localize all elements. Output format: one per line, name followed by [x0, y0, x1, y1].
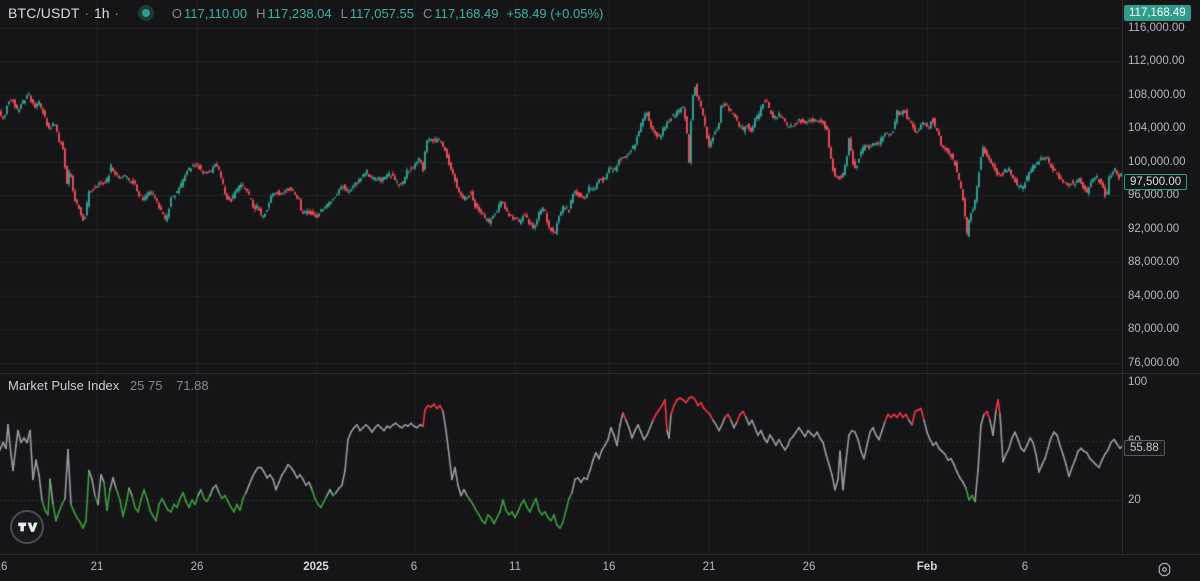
time-tick-label: 21 — [90, 561, 104, 573]
open-label: O — [171, 5, 182, 21]
indicator-pane-canvas[interactable] — [0, 374, 1122, 554]
time-tick-label: 16 — [602, 561, 616, 573]
time-tick-label: 26 — [190, 561, 204, 573]
price-pane-canvas[interactable] — [0, 0, 1122, 374]
symbol-name[interactable]: BTC/USDT — [8, 5, 80, 21]
ohlc-values: O 117,110.00 H 117,238.04 L 117,057.55 C… — [172, 6, 603, 21]
separator-dot: · — [84, 5, 89, 21]
indicator-value-badge: 55.88 — [1124, 440, 1165, 456]
price-tick-label: 108,000.00 — [1128, 89, 1186, 101]
indicator-value: 71.88 — [176, 378, 209, 393]
indicator-tick-label: 100 — [1128, 376, 1148, 388]
price-tick-label: 76,000.00 — [1128, 357, 1180, 369]
price-line-badge: 97,500.00 — [1124, 174, 1188, 190]
price-tick-label: 100,000.00 — [1128, 156, 1186, 168]
separator-dot-2: · — [114, 5, 119, 21]
price-tick-label: 88,000.00 — [1128, 256, 1180, 268]
time-tick-label: 16 — [0, 561, 8, 573]
time-tick-label: 11 — [509, 561, 521, 573]
time-axis-separator — [0, 554, 1200, 555]
tradingview-logo[interactable] — [10, 510, 44, 544]
low-value: 117,057.55 — [349, 5, 414, 21]
open-value: 117,110.00 — [184, 5, 248, 21]
price-tick-label: 116,000.00 — [1128, 22, 1185, 34]
last-price-badge: 117,168.49 — [1124, 5, 1191, 21]
price-tick-label: 80,000.00 — [1128, 323, 1180, 335]
price-tick-label: 112,000.00 — [1128, 55, 1185, 67]
price-tick-label: 84,000.00 — [1128, 290, 1180, 302]
time-tick-label: Feb — [916, 561, 938, 573]
high-value: 117,238.04 — [267, 5, 332, 21]
change-value: +58.49 (+0.05%) — [506, 5, 604, 21]
interval-label[interactable]: 1h — [93, 5, 110, 21]
price-tick-label: 104,000.00 — [1128, 122, 1186, 134]
indicator-title[interactable]: Market Pulse Index — [8, 378, 120, 393]
tv-glyph-icon — [18, 522, 38, 532]
low-label: L — [340, 5, 348, 21]
market-status-icon[interactable] — [137, 5, 154, 21]
price-tick-label: 96,000.00 — [1128, 189, 1180, 201]
indicator-tick-label: 20 — [1128, 494, 1141, 506]
symbol-legend[interactable]: BTC/USDT · 1h · O 117,110.00 H 117,238.0… — [8, 5, 603, 21]
settings-gear-icon[interactable] — [1156, 561, 1173, 578]
indicator-legend[interactable]: Market Pulse Index 25 75 71.88 — [8, 378, 209, 393]
time-tick-label: 6 — [410, 561, 418, 573]
price-tick-label: 92,000.00 — [1128, 223, 1180, 235]
close-value: 117,168.49 — [434, 5, 499, 21]
pane-separator[interactable] — [0, 373, 1200, 374]
time-tick-label: 2025 — [303, 561, 329, 573]
close-label: C — [422, 5, 433, 21]
time-tick-label: 26 — [802, 561, 816, 573]
indicator-params: 25 75 — [129, 378, 163, 393]
time-axis[interactable]: 16 21 26 2025 6 11 16 21 26 Feb 6 — [0, 555, 1200, 581]
price-scale-separator — [1122, 0, 1123, 554]
high-label: H — [256, 5, 266, 21]
time-tick-label: 21 — [702, 561, 716, 573]
time-tick-label: 6 — [1021, 561, 1029, 573]
